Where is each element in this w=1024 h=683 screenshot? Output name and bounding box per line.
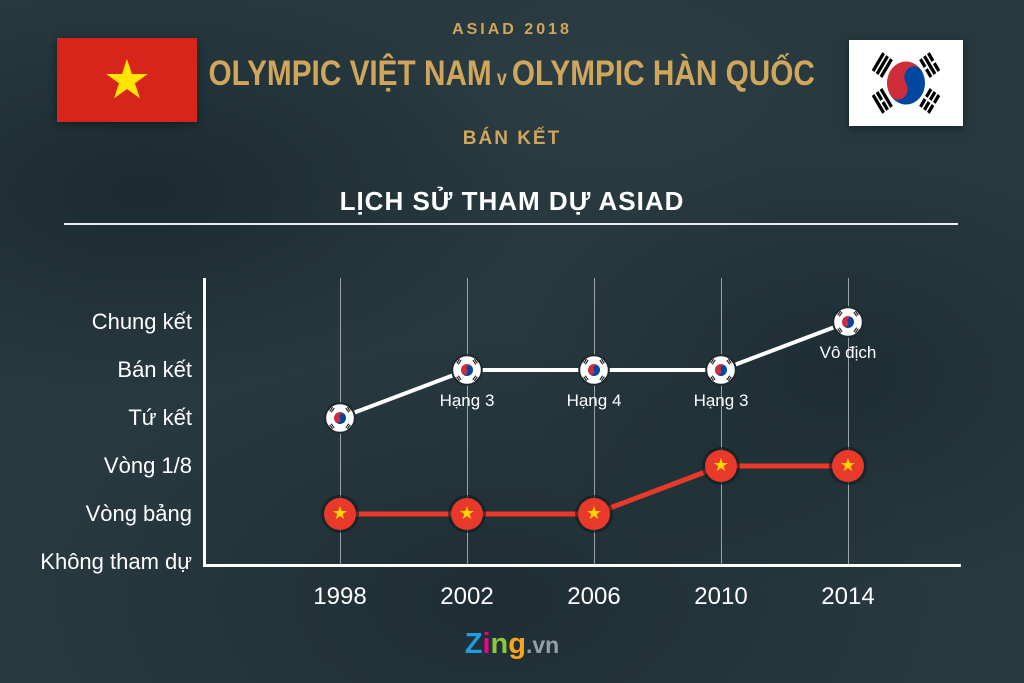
chart-title: LỊCH SỬ THAM DỰ ASIAD [339, 186, 685, 216]
south-korea-flag-marker [451, 354, 483, 386]
x-axis-label: 2010 [694, 583, 748, 610]
y-axis-label: Bán kết [117, 357, 192, 382]
zing-logo-text: Zing [465, 628, 526, 660]
zing-logo-letter: n [490, 628, 509, 660]
star-icon: ★ [839, 454, 857, 476]
gridline [847, 278, 849, 567]
x-axis-label: 2014 [821, 583, 875, 610]
zing-logo-letter: g [508, 628, 526, 660]
y-axis-label: Vòng bảng [85, 501, 192, 526]
zing-logo-suffix: .vn [525, 632, 560, 658]
zing-logo-letter: Z [464, 628, 483, 660]
y-axis-label: Không tham dự [40, 549, 192, 574]
vietnam-star-marker: ★ [324, 498, 356, 530]
team-home-name: OLYMPIC VIỆT NAM [208, 54, 493, 93]
point-label: Hạng 3 [439, 391, 495, 410]
star-icon: ★ [458, 502, 476, 524]
y-axis-label: Vòng 1/8 [103, 453, 192, 478]
south-korea-flag-marker [578, 354, 610, 386]
x-axis-label: 2002 [440, 583, 494, 610]
point-label: Hạng 4 [566, 391, 622, 410]
vietnam-star-marker: ★ [832, 450, 864, 482]
gridline [720, 278, 722, 567]
point-label: Hạng 3 [693, 391, 749, 410]
title-divider [64, 223, 958, 225]
vietnam-star-marker: ★ [705, 450, 737, 482]
y-axis-label: Tứ kết [128, 405, 192, 430]
gridline [466, 278, 468, 567]
south-korea-flag-marker [832, 306, 864, 338]
star-icon: ★ [712, 454, 730, 476]
south-korea-flag-marker [324, 402, 356, 434]
vietnam-star-marker: ★ [578, 498, 610, 530]
y-axis-line [203, 278, 206, 567]
zing-logo: Zing.vn [0, 628, 1024, 661]
south-korea-flag-icon [849, 40, 963, 126]
south-korea-flag [849, 40, 963, 126]
vietnam-star-icon: ★ [102, 48, 152, 111]
stage-label: BÁN KẾT [462, 128, 562, 149]
star-icon: ★ [585, 502, 603, 524]
south-korea-flag-marker [705, 354, 737, 386]
zing-logo-letter: i [482, 628, 491, 660]
vietnam-star-marker: ★ [451, 498, 483, 530]
x-axis-label: 2006 [567, 583, 621, 610]
gridline [593, 278, 595, 567]
event-title: ASIAD 2018 [452, 21, 572, 38]
x-axis-line [203, 564, 961, 567]
match-title: OLYMPIC VIỆT NAM v OLYMPIC HÀN QUỐC [0, 54, 1024, 94]
y-axis-label: Chung kết [91, 309, 192, 334]
x-axis-label: 1998 [313, 583, 367, 610]
versus-label: v [497, 67, 508, 90]
point-label: Vô địch [819, 343, 877, 362]
team-away-name: OLYMPIC HÀN QUỐC [512, 54, 816, 93]
vietnam-flag: ★ [57, 38, 197, 122]
star-icon: ★ [331, 502, 349, 524]
